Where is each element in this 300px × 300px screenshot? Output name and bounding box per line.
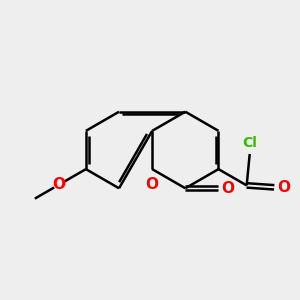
Text: O: O (277, 180, 290, 195)
Text: Cl: Cl (242, 136, 257, 151)
Text: O: O (221, 181, 234, 196)
Text: O: O (146, 177, 159, 192)
Text: O: O (52, 177, 65, 192)
